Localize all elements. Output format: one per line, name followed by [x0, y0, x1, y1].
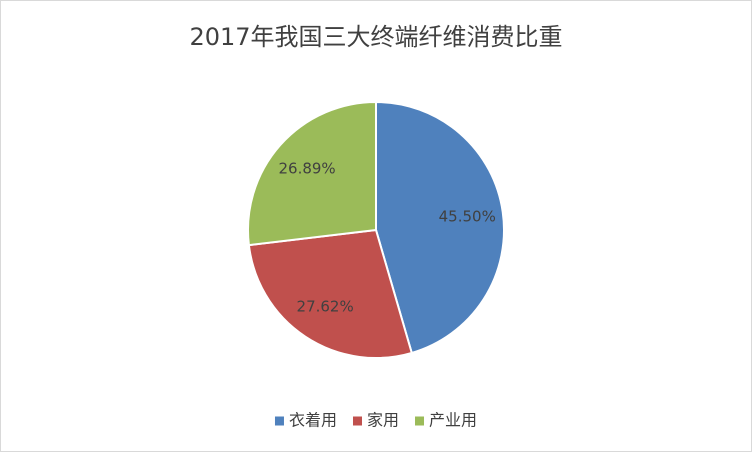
- pie-slice: [247, 228, 413, 359]
- legend-swatch: [274, 416, 284, 426]
- data-label: 27.62%: [297, 297, 354, 315]
- chart-title: 2017年我国三大终端纤维消费比重: [189, 23, 562, 51]
- data-label: 26.89%: [278, 159, 335, 177]
- legend-label: 家用: [367, 411, 399, 430]
- legend-label: 衣着用: [289, 411, 337, 430]
- pie-slice: [375, 100, 505, 355]
- legend-swatch: [352, 416, 362, 426]
- pie-slice: [247, 100, 377, 247]
- legend-swatch: [415, 416, 425, 426]
- data-label: 45.50%: [439, 208, 496, 226]
- legend-label: 产业用: [429, 411, 477, 430]
